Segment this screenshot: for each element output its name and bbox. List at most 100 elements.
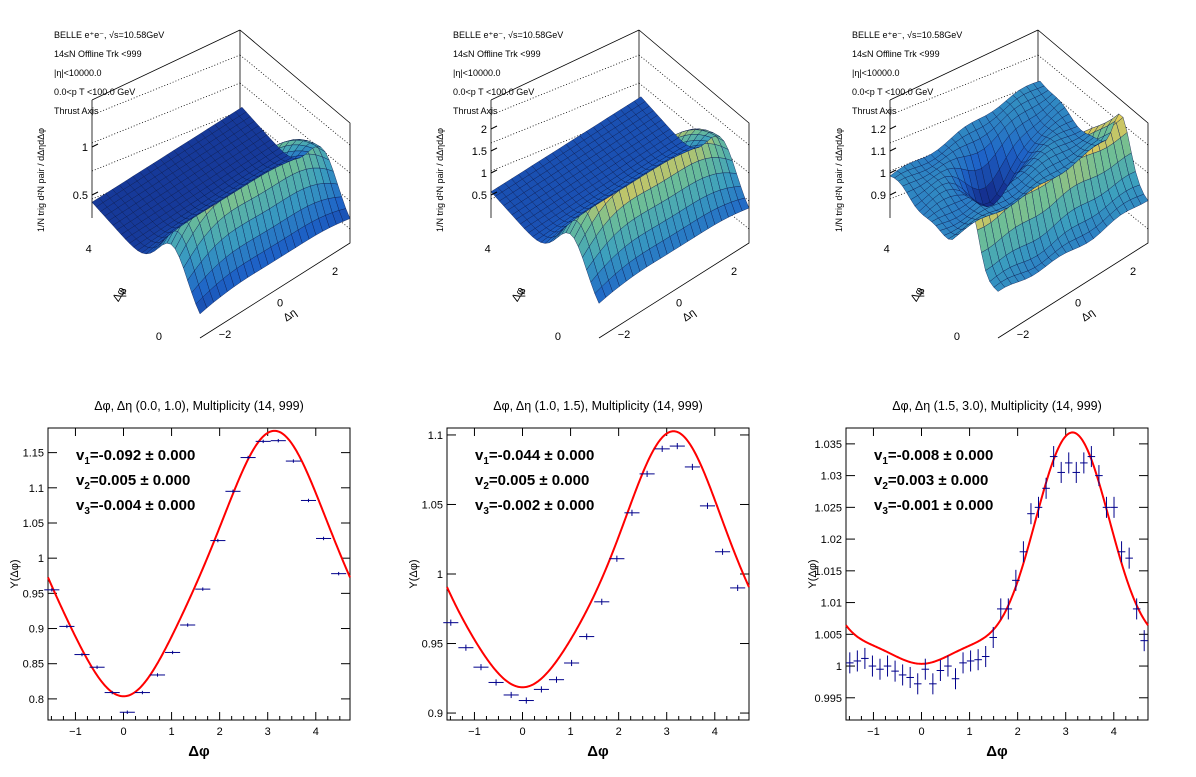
data-point xyxy=(180,623,196,627)
y-tick-label: 1.01 xyxy=(821,598,842,610)
data-point xyxy=(119,710,135,714)
surface-mesh xyxy=(91,106,351,315)
data-point xyxy=(974,649,982,671)
y-tick-label: 1.1 xyxy=(29,483,44,495)
z-axis-label: 1/N trig d²N pair / dΔηdΔφ xyxy=(36,128,46,232)
harmonic-symbol: v xyxy=(76,447,85,464)
y-tick-label: 0.9 xyxy=(29,624,44,636)
data-point xyxy=(951,668,960,690)
harmonic-annotation: v1=-0.008 ± 0.000 xyxy=(874,447,993,467)
axis-box-edge-top xyxy=(889,29,1039,101)
data-point xyxy=(1095,465,1103,487)
eta-tick-label: 0 xyxy=(277,298,283,310)
data-point xyxy=(1004,598,1013,620)
x-tick-label: 1 xyxy=(568,726,574,738)
phi-tick-label: 4 xyxy=(884,244,890,256)
data-point xyxy=(1072,461,1081,483)
data-point xyxy=(913,673,922,695)
info-line: |η|<10000.0 xyxy=(453,68,500,78)
harmonic-annotation: v3=-0.001 ± 0.000 xyxy=(874,497,993,517)
z-tick-label: 0.9 xyxy=(871,190,886,202)
harmonic-order: 2 xyxy=(84,481,90,492)
harmonic-symbol: v xyxy=(475,472,484,489)
harmonic-symbol: v xyxy=(475,497,484,514)
x-tick-label: −1 xyxy=(867,726,880,738)
data-point xyxy=(981,646,990,668)
data-point xyxy=(165,650,181,655)
phi-tick-label: 0 xyxy=(954,331,960,343)
z-tick-label: 1.5 xyxy=(472,146,487,158)
data-point xyxy=(906,666,914,688)
data-point xyxy=(929,673,937,695)
y-tick-label: 1 xyxy=(836,661,842,673)
eta-tick-label: 0 xyxy=(676,298,682,310)
info-line: Thrust Axis xyxy=(54,106,99,116)
eta-tick-label: 2 xyxy=(1130,266,1136,278)
data-point xyxy=(669,442,685,450)
harmonic-symbol: v xyxy=(475,447,484,464)
harmonic-value: =-0.002 ± 0.000 xyxy=(489,497,594,514)
data-point xyxy=(997,598,1005,620)
harmonic-symbol: v xyxy=(874,472,883,489)
data-point xyxy=(1034,496,1043,518)
data-point xyxy=(684,463,700,471)
x-tick-label: 1 xyxy=(169,726,175,738)
data-point xyxy=(59,624,75,629)
data-point xyxy=(548,676,565,683)
x-axis-label: Δφ xyxy=(587,743,609,760)
data-point xyxy=(1102,496,1111,518)
data-point xyxy=(473,664,489,671)
x-tick-label: 4 xyxy=(1111,726,1117,738)
z-axis-label: 1/N trig d²N pair / dΔηdΔφ xyxy=(435,128,445,232)
x-tick-label: 2 xyxy=(616,726,622,738)
y-tick-label: 0.95 xyxy=(23,588,44,600)
harmonic-order: 1 xyxy=(84,456,90,467)
surface-cell xyxy=(889,170,902,179)
back-wall-gridline xyxy=(490,54,640,116)
harmonic-order: 3 xyxy=(882,506,888,517)
data-point xyxy=(654,445,670,452)
y-tick-label: 1.02 xyxy=(821,534,842,546)
axis-box-edge-top xyxy=(91,29,241,101)
plot-frame xyxy=(845,427,1149,721)
data-point xyxy=(846,652,854,674)
surface-panel-1: BELLE e⁺e⁻, √s=10.58GeV 14≤N Offline Trk … xyxy=(0,0,398,385)
info-line: Thrust Axis xyxy=(453,106,498,116)
axis-box-edges xyxy=(598,29,750,339)
y-tick-label: 1.1 xyxy=(428,430,443,442)
harmonic-value: =0.005 ± 0.000 xyxy=(90,472,190,489)
info-line: 14≤N Offline Trk <999 xyxy=(453,49,541,59)
data-point xyxy=(868,655,877,677)
z-tick-label: 1 xyxy=(82,142,88,154)
data-point xyxy=(210,538,226,543)
x-tick-label: 0 xyxy=(120,726,126,738)
surface-panel-3: BELLE e⁺e⁻, √s=10.58GeV 14≤N Offline Trk … xyxy=(798,0,1196,385)
z-tick-label: 0.5 xyxy=(73,190,88,202)
info-line: 0.0<p T <100.0 GeV xyxy=(453,87,534,97)
data-point xyxy=(225,489,241,494)
z-tick-mark xyxy=(889,169,897,174)
harmonic-order: 3 xyxy=(84,506,90,517)
data-point xyxy=(518,697,534,704)
info-line: |η|<10000.0 xyxy=(54,68,101,78)
harmonic-value: =-0.008 ± 0.000 xyxy=(888,447,993,464)
data-point xyxy=(921,658,930,680)
data-point xyxy=(270,438,286,443)
y-tick-label: 0.995 xyxy=(814,693,842,705)
harmonic-annotation: v2=0.003 ± 0.000 xyxy=(874,472,988,492)
data-point xyxy=(458,644,474,651)
data-point xyxy=(316,536,332,541)
y-tick-label: 1.03 xyxy=(821,471,842,483)
z-tick-mark xyxy=(490,147,498,152)
data-point xyxy=(699,502,716,509)
phi-tick-label: 0 xyxy=(555,331,561,343)
x-tick-label: 4 xyxy=(313,726,319,738)
data-point xyxy=(989,626,997,648)
axis-box-edge-top xyxy=(490,29,640,101)
data-point xyxy=(331,571,347,576)
harmonic-order: 2 xyxy=(483,481,489,492)
y-axis-label: Y(Δφ) xyxy=(408,559,420,588)
data-point xyxy=(255,439,271,444)
harmonic-symbol: v xyxy=(874,447,883,464)
harmonic-symbol: v xyxy=(874,497,883,514)
